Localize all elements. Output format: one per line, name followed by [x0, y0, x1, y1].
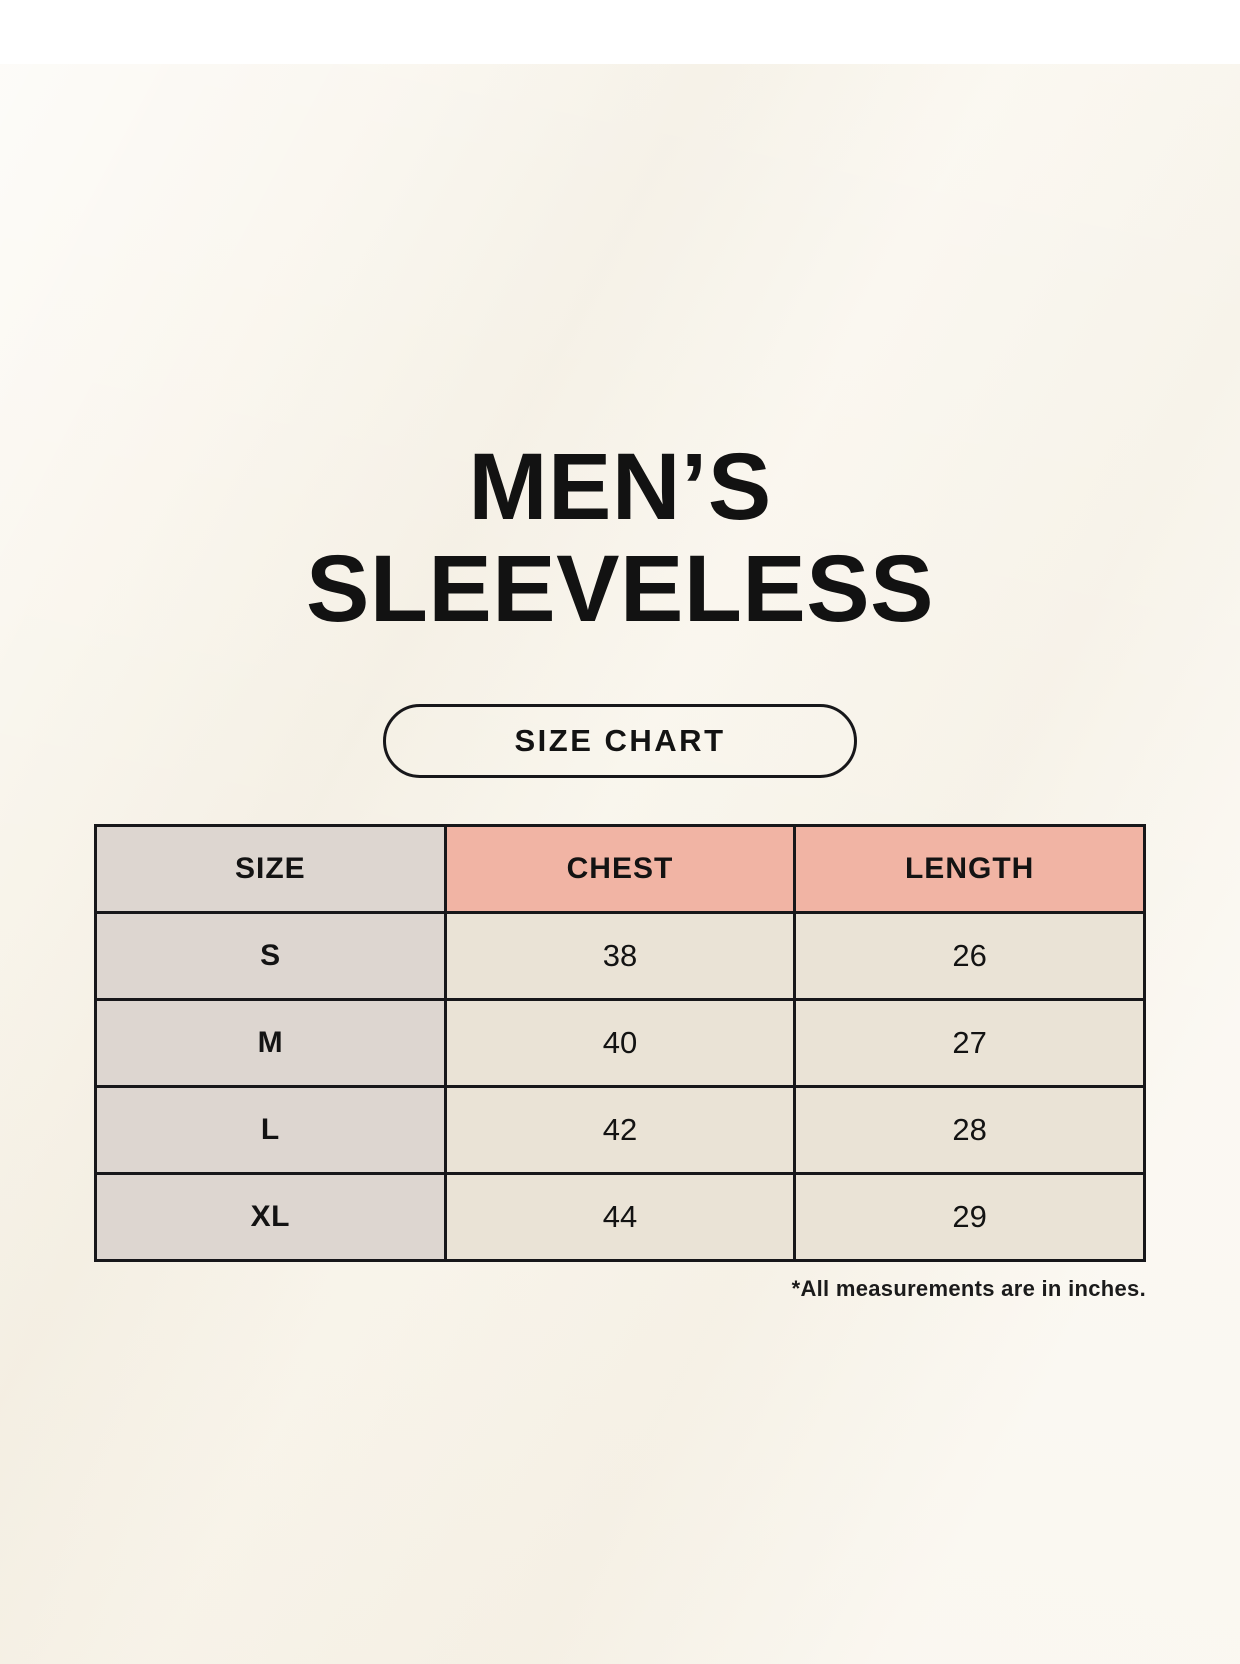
size-chart-badge-label: SIZE CHART — [514, 723, 726, 759]
length-cell: 26 — [793, 911, 1146, 1002]
table-row: XL 44 29 — [94, 1172, 1146, 1263]
measurement-footnote: *All measurements are in inches. — [791, 1276, 1146, 1302]
column-header-size: SIZE — [94, 824, 447, 915]
table-row: L 42 28 — [94, 1085, 1146, 1176]
chest-cell: 40 — [443, 998, 797, 1089]
column-header-length: LENGTH — [793, 824, 1146, 915]
length-cell: 27 — [793, 998, 1146, 1089]
page-title: MEN’S SLEEVELESS — [0, 64, 1240, 641]
size-cell: L — [94, 1085, 447, 1176]
chest-cell: 38 — [443, 911, 797, 1002]
page-title-line2: SLEEVELESS — [306, 536, 934, 643]
chest-cell: 42 — [443, 1085, 797, 1176]
size-cell: M — [94, 998, 447, 1089]
size-cell: XL — [94, 1172, 447, 1263]
chest-cell: 44 — [443, 1172, 797, 1263]
length-cell: 28 — [793, 1085, 1146, 1176]
size-chart-badge: SIZE CHART — [383, 704, 857, 779]
table-row: S 38 26 — [94, 911, 1146, 1002]
page-title-line1: MEN’S — [468, 433, 772, 540]
table-header-row: SIZE CHEST LENGTH — [94, 824, 1146, 915]
table-row: M 40 27 — [94, 998, 1146, 1089]
column-header-chest: CHEST — [443, 824, 797, 915]
size-chart-page: MEN’S SLEEVELESS SIZE CHART SIZE CHEST L… — [0, 63, 1240, 1664]
size-table: SIZE CHEST LENGTH S 38 26 M 40 27 L 42 2… — [94, 824, 1146, 1263]
size-cell: S — [94, 911, 447, 1002]
length-cell: 29 — [793, 1172, 1146, 1263]
